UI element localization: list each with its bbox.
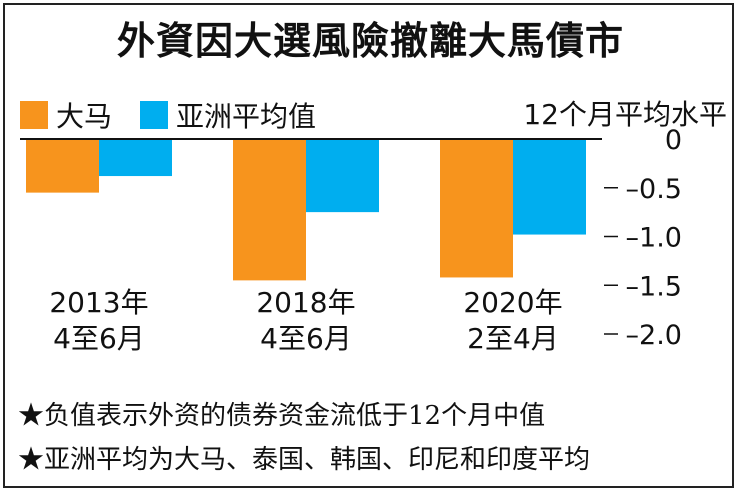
chart-title: 外資因大選風險撤離大馬債市 bbox=[116, 19, 624, 63]
bar-malaysia-1 bbox=[233, 139, 306, 281]
y-tick-label-4: –2.0 bbox=[626, 320, 682, 351]
x-category-label-0-1: 4至6月 bbox=[53, 322, 145, 355]
legend-label-asia: 亚洲平均值 bbox=[176, 100, 317, 133]
unit-label: 12个月平均水平 bbox=[523, 98, 727, 131]
bar-malaysia-2 bbox=[440, 139, 513, 278]
bar-malaysia-0 bbox=[26, 139, 99, 193]
x-category-label-0-0: 2013年 bbox=[49, 286, 148, 319]
x-category-label-2-1: 2至4月 bbox=[467, 322, 559, 355]
legend-swatch-malaysia bbox=[20, 101, 48, 129]
y-tick-label-3: –1.5 bbox=[626, 271, 682, 302]
bar-asia-1 bbox=[306, 139, 379, 213]
chart-frame bbox=[3, 3, 734, 488]
legend-swatch-asia bbox=[140, 101, 169, 129]
y-tick-label-2: –1.0 bbox=[626, 223, 682, 254]
y-tick-label-1: –0.5 bbox=[626, 174, 682, 205]
footnote-2: ★亚洲平均为大马、泰国、韩国、印尼和印度平均 bbox=[18, 445, 591, 475]
footnote-1: ★负值表示外资的债券资金流低于12个月中值 bbox=[18, 401, 546, 431]
y-tick-label-0: 0 bbox=[665, 125, 682, 156]
x-category-label-2-0: 2020年 bbox=[463, 286, 562, 319]
bar-asia-2 bbox=[513, 139, 586, 235]
legend-label-malaysia: 大马 bbox=[56, 100, 113, 133]
legend-item-asia: 亚洲平均值 bbox=[140, 95, 316, 135]
bar-asia-0 bbox=[99, 139, 172, 177]
x-category-label-1-1: 4至6月 bbox=[260, 322, 352, 355]
footnotes: ★负值表示外资的债券资金流低于12个月中值 ★亚洲平均为大马、泰国、韩国、印尼和… bbox=[18, 394, 590, 482]
legend-item-malaysia: 大马 bbox=[20, 95, 112, 135]
x-category-label-1-0: 2018年 bbox=[256, 286, 355, 319]
legend: 大马 亚洲平均值 bbox=[20, 95, 344, 135]
